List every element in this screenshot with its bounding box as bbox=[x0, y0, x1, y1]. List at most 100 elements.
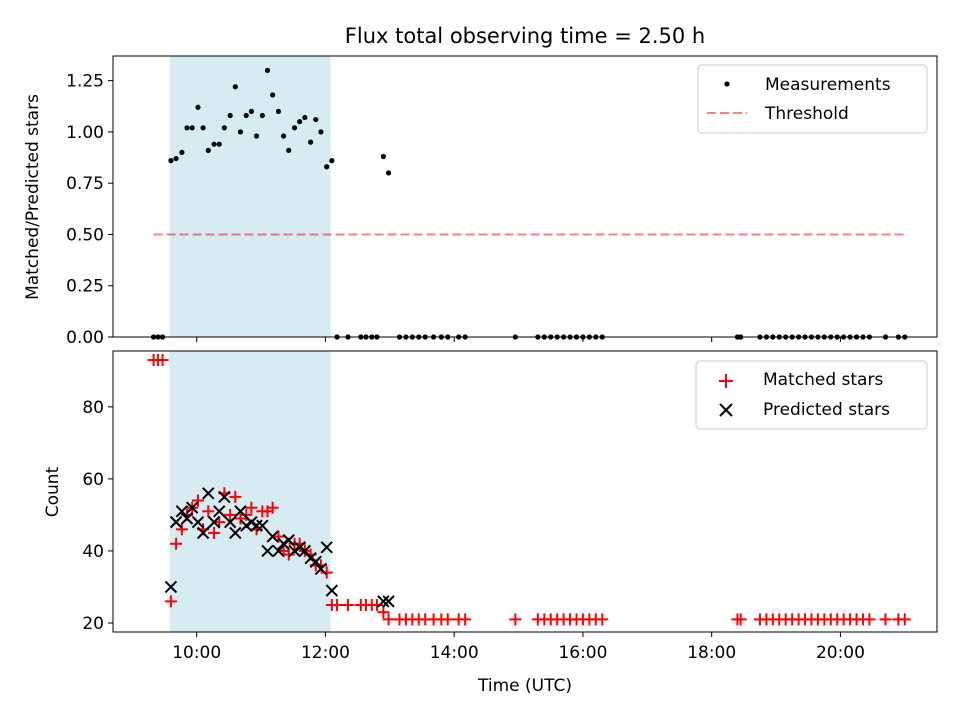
top-legend: Measurements Threshold bbox=[697, 64, 928, 134]
bottom-y-tick-label: 20 bbox=[82, 614, 104, 634]
matched-star-point bbox=[879, 613, 892, 626]
predicted-star-point bbox=[320, 541, 333, 554]
measurement-point bbox=[380, 153, 386, 160]
bottom-y-tick-label: 40 bbox=[82, 542, 104, 562]
legend-matched-label: Matched stars bbox=[763, 370, 883, 390]
predicted-star-point bbox=[314, 562, 328, 576]
matched-star-point bbox=[459, 613, 472, 626]
bottom-x-tick-label: 14:00 bbox=[430, 643, 479, 663]
matched-star-point bbox=[208, 526, 221, 539]
matched-star-point bbox=[341, 598, 354, 611]
predicted-star-point bbox=[245, 515, 258, 529]
measurement-point bbox=[216, 141, 222, 147]
measurement-point bbox=[286, 147, 292, 153]
matched-star-point bbox=[863, 613, 876, 626]
top-y-tick-label: 0.00 bbox=[66, 328, 104, 348]
measurement-point bbox=[211, 141, 217, 147]
measurement-point bbox=[195, 104, 201, 110]
measurement-point bbox=[200, 125, 206, 131]
bottom-x-tick-label: 10:00 bbox=[172, 643, 221, 663]
measurement-point bbox=[275, 108, 282, 114]
measurement-point bbox=[184, 125, 190, 131]
predicted-star-point bbox=[309, 555, 322, 568]
measurement-point bbox=[385, 170, 392, 176]
measurement-point bbox=[291, 125, 298, 131]
predicted-star-point bbox=[175, 505, 189, 518]
predicted-star-point bbox=[164, 580, 178, 594]
measurement-point bbox=[302, 114, 308, 121]
measurement-point bbox=[248, 108, 255, 114]
top-axes-frame bbox=[112, 55, 938, 338]
matched-star-point bbox=[224, 508, 237, 521]
bottom-shaded-span bbox=[169, 351, 331, 632]
measurement-point bbox=[297, 119, 303, 125]
matched-star-point bbox=[191, 494, 204, 507]
matched-star-point bbox=[596, 613, 609, 626]
measurement-point bbox=[205, 147, 211, 153]
measurement-point bbox=[179, 149, 185, 156]
predicted-star-point bbox=[240, 519, 253, 532]
bottom-y-tick-label: 80 bbox=[82, 398, 104, 418]
predicted-star-point bbox=[293, 541, 306, 554]
matched-star-point bbox=[509, 613, 522, 626]
predicted-star-point bbox=[229, 526, 242, 540]
top-y-tick-label: 0.25 bbox=[66, 277, 104, 297]
predicted-star-point bbox=[191, 515, 205, 529]
predicted-star-point bbox=[325, 584, 339, 597]
legend-predicted-label: Predicted stars bbox=[763, 400, 890, 420]
top-shaded-span bbox=[169, 56, 331, 337]
predicted-stars-points bbox=[164, 487, 395, 608]
measurement-point bbox=[280, 133, 287, 139]
measurement-point bbox=[237, 129, 244, 135]
matched-star-point bbox=[272, 530, 285, 543]
matched-star-point bbox=[240, 508, 253, 521]
measurement-point bbox=[264, 67, 271, 73]
predicted-star-point bbox=[223, 515, 237, 529]
measurement-point bbox=[324, 164, 330, 170]
legend-measurements-marker bbox=[724, 81, 730, 87]
predicted-star-point bbox=[272, 544, 285, 558]
top-y-tick-label: 0.75 bbox=[66, 174, 104, 194]
measurement-point bbox=[313, 116, 319, 123]
bottom-y-label: Count bbox=[43, 466, 63, 517]
chart-title: Flux total observing time = 2.50 h bbox=[345, 24, 705, 48]
top-legend-box bbox=[697, 64, 928, 134]
legend-threshold-label: Threshold bbox=[764, 104, 849, 124]
predicted-star-point bbox=[256, 519, 269, 532]
legend-matched-marker bbox=[719, 374, 733, 388]
predicted-star-point bbox=[196, 526, 210, 540]
top-y-label: Matched/Predicted stars bbox=[23, 94, 43, 300]
matched-star-point bbox=[245, 501, 258, 514]
top-y-tick-label: 1.25 bbox=[66, 72, 104, 92]
matched-star-point bbox=[441, 613, 454, 626]
bottom-axes-frame bbox=[112, 350, 938, 633]
predicted-star-point bbox=[169, 515, 183, 529]
bottom-x-tick-label: 16:00 bbox=[558, 643, 607, 663]
matched-star-point bbox=[734, 613, 747, 626]
bottom-legend: Matched stars Predicted stars bbox=[695, 360, 928, 430]
measurement-point bbox=[243, 112, 249, 119]
legend-measurements-label: Measurements bbox=[765, 75, 891, 95]
bottom-y-ticks: 20 40 60 80 bbox=[82, 398, 113, 634]
matched-star-point bbox=[175, 523, 188, 536]
top-y-tick-label: 1.00 bbox=[66, 123, 104, 143]
predicted-star-point bbox=[266, 530, 279, 543]
matched-star-point bbox=[282, 548, 295, 561]
measurement-point bbox=[308, 139, 314, 145]
predicted-star-point bbox=[304, 551, 317, 565]
measurement-point bbox=[270, 92, 276, 98]
measurement-point bbox=[232, 84, 238, 90]
matched-star-point bbox=[331, 598, 344, 611]
measurement-point bbox=[227, 112, 233, 119]
measurement-point bbox=[221, 125, 227, 131]
measurement-point bbox=[173, 155, 179, 162]
measurement-point bbox=[259, 112, 265, 119]
bottom-x-ticks: 10:00 12:00 14:00 16:00 18:00 20:00 bbox=[172, 632, 865, 663]
bottom-legend-box bbox=[695, 360, 928, 430]
bottom-y-tick-label: 60 bbox=[82, 470, 104, 490]
predicted-star-point bbox=[185, 501, 199, 514]
predicted-star-point bbox=[277, 537, 290, 550]
matched-star-point bbox=[170, 537, 183, 550]
